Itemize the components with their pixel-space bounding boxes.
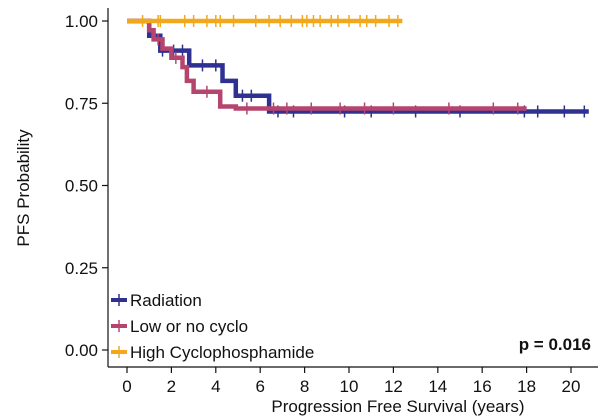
legend-label-low-or-no-cyclo: Low or no cyclo bbox=[130, 317, 248, 336]
x-tick-label: 20 bbox=[562, 377, 581, 396]
x-tick-label: 16 bbox=[473, 377, 492, 396]
x-tick-label: 6 bbox=[255, 377, 264, 396]
legend-item-radiation: Radiation bbox=[111, 291, 202, 310]
y-axis-title: PFS Probability bbox=[14, 129, 33, 247]
legend-label-high-cyclophosphamide: High Cyclophosphamide bbox=[130, 343, 314, 362]
x-tick-label: 10 bbox=[340, 377, 359, 396]
x-ticks: 0 2 4 6 8 10 12 14 16 18 20 bbox=[122, 367, 580, 396]
x-tick-label: 4 bbox=[211, 377, 220, 396]
y-tick-label: 1.00 bbox=[65, 12, 98, 31]
legend-item-high-cyclophosphamide: High Cyclophosphamide bbox=[111, 343, 314, 362]
y-tick-label: 0.75 bbox=[65, 94, 98, 113]
y-tick-label: 0.25 bbox=[65, 259, 98, 278]
y-ticks: 0.00 0.25 0.50 0.75 1.00 bbox=[65, 12, 108, 360]
curve-low-or-no-cyclo bbox=[127, 18, 527, 111]
curve-radiation bbox=[127, 18, 589, 114]
legend-item-low-or-no-cyclo: Low or no cyclo bbox=[111, 317, 248, 336]
x-tick-label: 0 bbox=[122, 377, 131, 396]
y-tick-label: 0.50 bbox=[65, 177, 98, 196]
x-tick-label: 8 bbox=[300, 377, 309, 396]
x-axis-title: Progression Free Survival (years) bbox=[271, 397, 524, 416]
x-tick-label: 18 bbox=[517, 377, 536, 396]
legend-label-radiation: Radiation bbox=[130, 291, 202, 310]
x-tick-label: 2 bbox=[167, 377, 176, 396]
legend: Radiation Low or no cyclo High Cyclophos… bbox=[111, 291, 314, 362]
x-tick-label: 12 bbox=[384, 377, 403, 396]
survival-curves bbox=[127, 15, 589, 118]
y-tick-label: 0.00 bbox=[65, 341, 98, 360]
x-tick-label: 14 bbox=[428, 377, 447, 396]
p-value-annotation: p = 0.016 bbox=[519, 335, 591, 354]
